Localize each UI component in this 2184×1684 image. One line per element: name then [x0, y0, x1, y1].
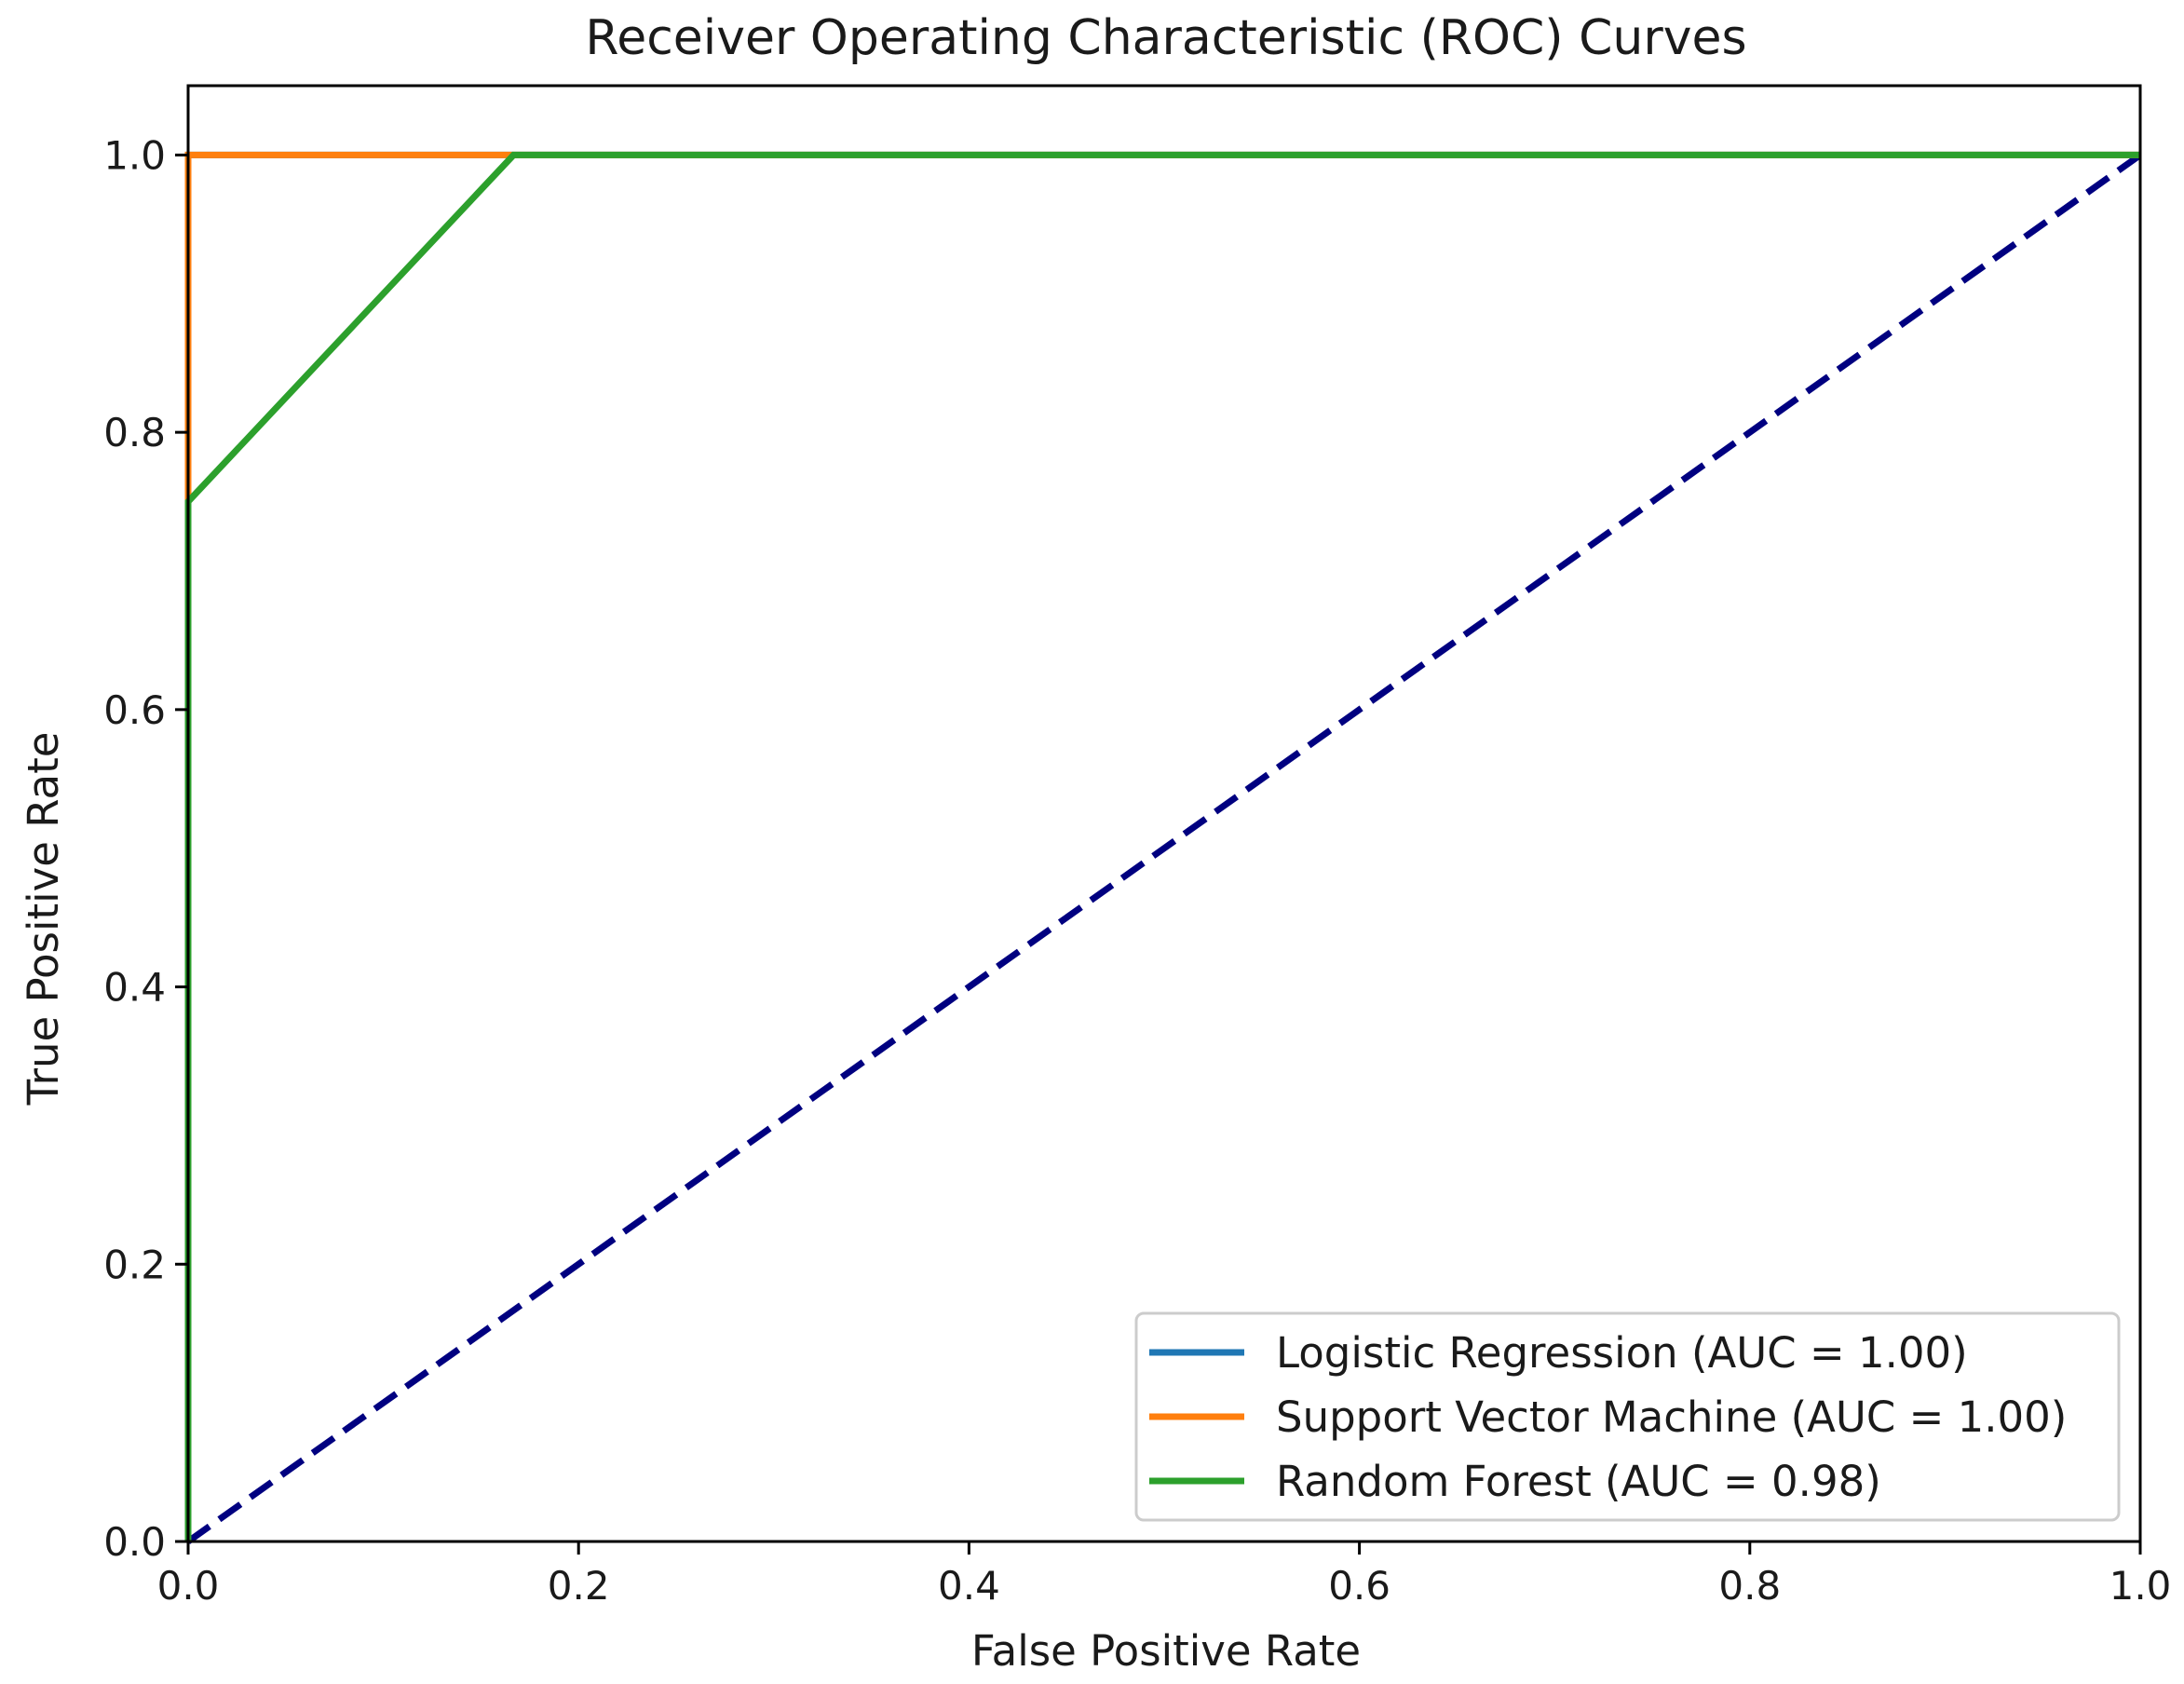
x-tick-label: 0.0	[157, 1563, 220, 1609]
legend-entry-2: Support Vector Machine (AUC = 1.00)	[1276, 1392, 2067, 1442]
x-axis-ticks: 0.0 0.2 0.4 0.6 0.8 1.0	[157, 1541, 2172, 1609]
legend-entry-3: Random Forest (AUC = 0.98)	[1276, 1457, 1881, 1506]
x-tick-label: 0.6	[1328, 1563, 1390, 1609]
chart-title: Receiver Operating Characteristic (ROC) …	[585, 10, 1746, 66]
x-tick-label: 1.0	[2109, 1563, 2172, 1609]
x-axis-label: False Positive Rate	[971, 1626, 1361, 1676]
x-tick-label: 0.4	[938, 1563, 1000, 1609]
legend-box	[1134, 1311, 2121, 1522]
y-axis-label: True Positive Rate	[19, 732, 68, 1107]
legend-entry-1: Logistic Regression (AUC = 1.00)	[1276, 1328, 1968, 1378]
x-tick-label: 0.2	[548, 1563, 610, 1609]
y-tick-label: 0.4	[103, 965, 166, 1011]
x-tick-label: 0.8	[1718, 1563, 1781, 1609]
y-tick-label: 1.0	[103, 132, 166, 178]
y-axis-ticks: 0.0 0.2 0.4 0.6 0.8 1.0	[103, 132, 188, 1565]
y-tick-label: 0.6	[103, 687, 166, 733]
y-tick-label: 0.0	[103, 1519, 166, 1565]
y-tick-label: 0.2	[103, 1242, 166, 1287]
y-tick-label: 0.8	[103, 410, 166, 455]
plot-frame	[186, 84, 2142, 1543]
chance-reference-line	[185, 152, 2143, 1544]
legend: Logistic Regression (AUC = 1.00) Support …	[1134, 1311, 2121, 1522]
